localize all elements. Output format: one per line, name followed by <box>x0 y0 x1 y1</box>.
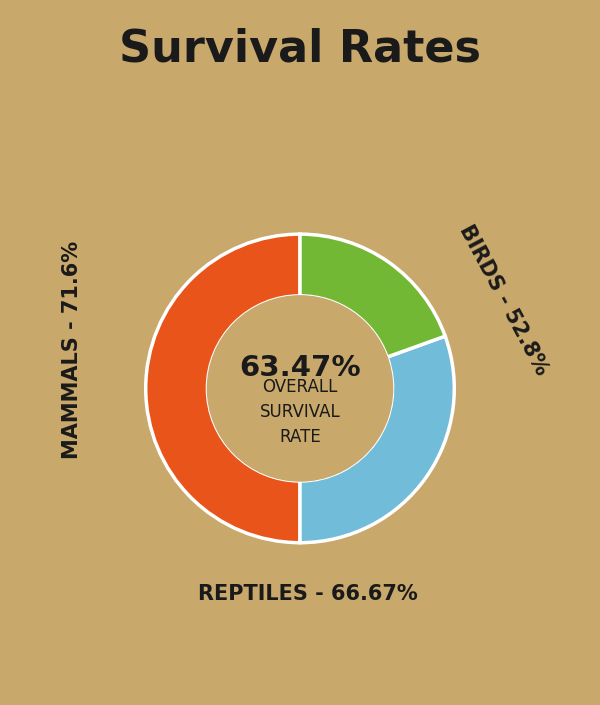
Text: Survival Rates: Survival Rates <box>119 28 481 70</box>
Text: BIRDS - 52.8%: BIRDS - 52.8% <box>455 222 552 379</box>
Wedge shape <box>300 234 445 357</box>
Text: 63.47%: 63.47% <box>239 355 361 382</box>
Text: MAMMALS - 71.6%: MAMMALS - 71.6% <box>62 241 82 459</box>
Text: REPTILES - 66.67%: REPTILES - 66.67% <box>198 584 418 603</box>
Circle shape <box>208 296 392 481</box>
Text: OVERALL
SURVIVAL
RATE: OVERALL SURVIVAL RATE <box>260 378 340 446</box>
Wedge shape <box>146 234 300 543</box>
Wedge shape <box>300 336 454 543</box>
